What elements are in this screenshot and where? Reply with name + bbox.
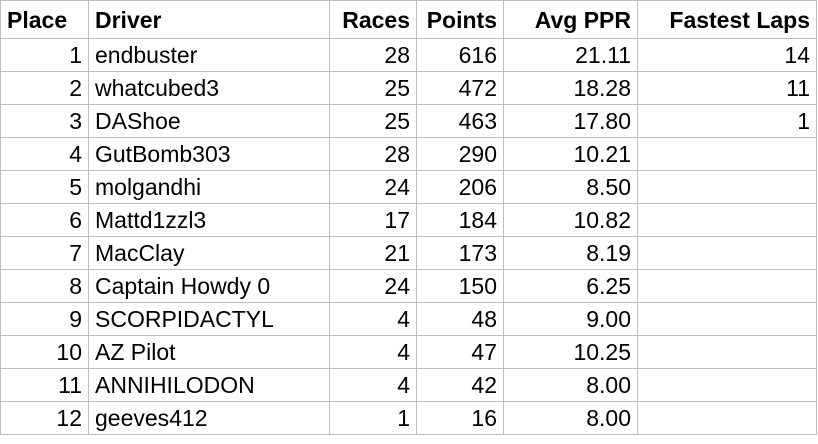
cell-driver[interactable]: whatcubed3: [88, 71, 330, 105]
cell-races[interactable]: 24: [329, 170, 417, 204]
cell-driver[interactable]: Mattd1zzl3: [88, 203, 330, 237]
header-races[interactable]: Races: [329, 0, 417, 39]
table-row: 6 Mattd1zzl3 17 184 10.82: [0, 203, 817, 237]
cell-place[interactable]: 3: [0, 104, 89, 138]
cell-place[interactable]: 10: [0, 335, 89, 369]
cell-place[interactable]: 4: [0, 137, 89, 171]
cell-points[interactable]: 616: [416, 38, 504, 72]
header-place[interactable]: Place: [0, 0, 89, 39]
cell-place[interactable]: 7: [0, 236, 89, 270]
table-row: 8 Captain Howdy 0 24 150 6.25: [0, 269, 817, 303]
cell-fastest-laps[interactable]: [637, 236, 817, 270]
cell-avg-ppr[interactable]: 8.00: [503, 368, 638, 402]
cell-points[interactable]: 48: [416, 302, 504, 336]
cell-avg-ppr[interactable]: 8.19: [503, 236, 638, 270]
cell-races[interactable]: 4: [329, 368, 417, 402]
cell-place[interactable]: 12: [0, 401, 89, 435]
table-row: 11 ANNIHILODON 4 42 8.00: [0, 368, 817, 402]
cell-driver[interactable]: AZ Pilot: [88, 335, 330, 369]
cell-fastest-laps[interactable]: [637, 302, 817, 336]
cell-fastest-laps[interactable]: 14: [637, 38, 817, 72]
cell-place[interactable]: 6: [0, 203, 89, 237]
cell-avg-ppr[interactable]: 10.21: [503, 137, 638, 171]
cell-fastest-laps[interactable]: 1: [637, 104, 817, 138]
cell-avg-ppr[interactable]: 21.11: [503, 38, 638, 72]
cell-place[interactable]: 9: [0, 302, 89, 336]
table-row: 2 whatcubed3 25 472 18.28 11: [0, 71, 817, 105]
cell-points[interactable]: 150: [416, 269, 504, 303]
cell-driver[interactable]: ANNIHILODON: [88, 368, 330, 402]
cell-races[interactable]: 24: [329, 269, 417, 303]
table-row: 5 molgandhi 24 206 8.50: [0, 170, 817, 204]
cell-driver[interactable]: MacClay: [88, 236, 330, 270]
cell-races[interactable]: 4: [329, 302, 417, 336]
standings-table: Place Driver Races Points Avg PPR Fastes…: [0, 0, 817, 435]
cell-place[interactable]: 5: [0, 170, 89, 204]
cell-races[interactable]: 25: [329, 71, 417, 105]
cell-points[interactable]: 184: [416, 203, 504, 237]
cell-avg-ppr[interactable]: 8.50: [503, 170, 638, 204]
header-fastest-laps[interactable]: Fastest Laps: [637, 0, 817, 39]
cell-fastest-laps[interactable]: [637, 335, 817, 369]
table-row: 10 AZ Pilot 4 47 10.25: [0, 335, 817, 369]
cell-fastest-laps[interactable]: 11: [637, 71, 817, 105]
cell-races[interactable]: 4: [329, 335, 417, 369]
cell-driver[interactable]: molgandhi: [88, 170, 330, 204]
cell-fastest-laps[interactable]: [637, 368, 817, 402]
cell-avg-ppr[interactable]: 9.00: [503, 302, 638, 336]
cell-points[interactable]: 47: [416, 335, 504, 369]
cell-races[interactable]: 1: [329, 401, 417, 435]
cell-place[interactable]: 11: [0, 368, 89, 402]
cell-place[interactable]: 2: [0, 71, 89, 105]
header-avg-ppr[interactable]: Avg PPR: [503, 0, 638, 39]
cell-driver[interactable]: Captain Howdy 0: [88, 269, 330, 303]
cell-fastest-laps[interactable]: [637, 137, 817, 171]
cell-avg-ppr[interactable]: 6.25: [503, 269, 638, 303]
cell-driver[interactable]: endbuster: [88, 38, 330, 72]
cell-races[interactable]: 28: [329, 38, 417, 72]
cell-races[interactable]: 25: [329, 104, 417, 138]
table-row: 9 SCORPIDACTYL 4 48 9.00: [0, 302, 817, 336]
cell-points[interactable]: 16: [416, 401, 504, 435]
table-row: 3 DAShoe 25 463 17.80 1: [0, 104, 817, 138]
cell-place[interactable]: 8: [0, 269, 89, 303]
cell-driver[interactable]: SCORPIDACTYL: [88, 302, 330, 336]
cell-races[interactable]: 21: [329, 236, 417, 270]
header-driver[interactable]: Driver: [88, 0, 330, 39]
cell-avg-ppr[interactable]: 18.28: [503, 71, 638, 105]
cell-points[interactable]: 173: [416, 236, 504, 270]
header-points[interactable]: Points: [416, 0, 504, 39]
cell-avg-ppr[interactable]: 17.80: [503, 104, 638, 138]
cell-place[interactable]: 1: [0, 38, 89, 72]
cell-points[interactable]: 463: [416, 104, 504, 138]
cell-fastest-laps[interactable]: [637, 401, 817, 435]
table-row: 7 MacClay 21 173 8.19: [0, 236, 817, 270]
cell-driver[interactable]: geeves412: [88, 401, 330, 435]
cell-points[interactable]: 290: [416, 137, 504, 171]
cell-driver[interactable]: GutBomb303: [88, 137, 330, 171]
cell-avg-ppr[interactable]: 8.00: [503, 401, 638, 435]
table-body: 1 endbuster 28 616 21.11 14 2 whatcubed3…: [0, 38, 817, 435]
cell-races[interactable]: 17: [329, 203, 417, 237]
cell-races[interactable]: 28: [329, 137, 417, 171]
header-row: Place Driver Races Points Avg PPR Fastes…: [0, 0, 817, 39]
table-row: 1 endbuster 28 616 21.11 14: [0, 38, 817, 72]
cell-avg-ppr[interactable]: 10.82: [503, 203, 638, 237]
cell-points[interactable]: 206: [416, 170, 504, 204]
cell-fastest-laps[interactable]: [637, 269, 817, 303]
cell-fastest-laps[interactable]: [637, 170, 817, 204]
cell-fastest-laps[interactable]: [637, 203, 817, 237]
cell-driver[interactable]: DAShoe: [88, 104, 330, 138]
table-row: 4 GutBomb303 28 290 10.21: [0, 137, 817, 171]
cell-points[interactable]: 42: [416, 368, 504, 402]
table-row: 12 geeves412 1 16 8.00: [0, 401, 817, 435]
cell-points[interactable]: 472: [416, 71, 504, 105]
cell-avg-ppr[interactable]: 10.25: [503, 335, 638, 369]
